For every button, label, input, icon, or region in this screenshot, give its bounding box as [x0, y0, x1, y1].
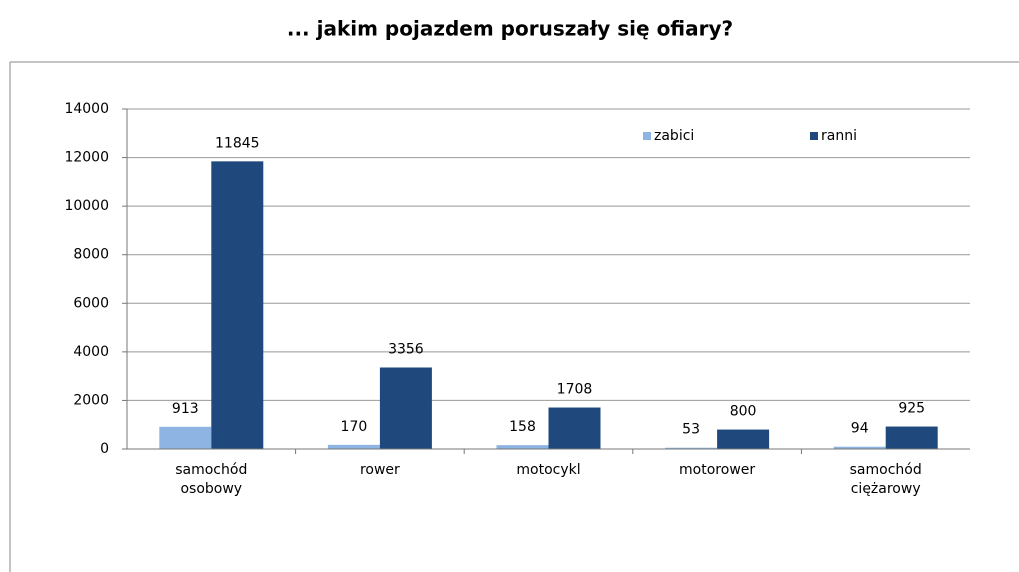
x-tick-label: rower: [359, 462, 400, 478]
x-tick-label: samochód osobowy: [175, 462, 248, 497]
bar: [665, 447, 718, 449]
legend-label: ranni: [821, 128, 857, 144]
bar: [885, 426, 938, 449]
bar: [327, 444, 380, 449]
value-label: 925: [898, 401, 925, 417]
y-tick-label: 4000: [73, 344, 109, 360]
y-tick-label: 10000: [64, 198, 109, 214]
bar: [496, 445, 549, 449]
value-label: 11845: [215, 135, 260, 151]
value-label: 170: [341, 419, 368, 435]
value-label: 53: [682, 422, 700, 438]
value-label: 3356: [388, 341, 424, 357]
x-tick-label: samochód ciężarowy: [849, 462, 922, 497]
x-tick-label: motocykl: [516, 462, 581, 478]
y-tick-label: 0: [100, 441, 109, 457]
y-tick-label: 12000: [64, 150, 109, 166]
legend-label: zabici: [654, 128, 694, 144]
bar: [833, 446, 886, 449]
bar: [548, 407, 601, 449]
y-tick-label: 8000: [73, 247, 109, 263]
bar: [379, 367, 432, 449]
value-label: 800: [730, 404, 757, 420]
chart-title: ... jakim pojazdem poruszały się ofiary?: [287, 17, 733, 41]
value-label: 913: [172, 401, 199, 417]
value-label: 158: [509, 419, 536, 435]
legend-swatch: [810, 132, 818, 140]
bar: [717, 429, 770, 449]
value-label: 1708: [557, 382, 593, 398]
y-tick-label: 2000: [73, 392, 109, 408]
x-tick-label: motorower: [679, 462, 756, 478]
y-tick-label: 6000: [73, 295, 109, 311]
y-tick-label: 14000: [64, 101, 109, 117]
legend-swatch: [643, 132, 651, 140]
bar: [159, 426, 212, 449]
bar: [211, 161, 264, 450]
value-label: 94: [851, 421, 869, 437]
